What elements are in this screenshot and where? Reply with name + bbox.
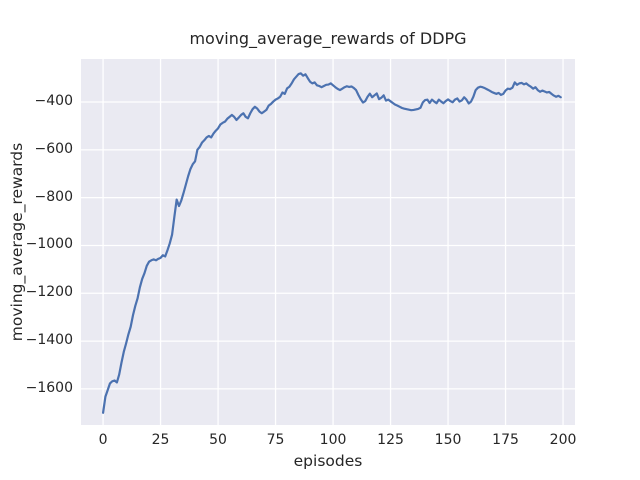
- series-line-moving_average_rewards: [101, 72, 562, 414]
- y-tick-label: −1400: [25, 332, 73, 349]
- y-tick-label: −800: [34, 188, 73, 205]
- x-tick-label: 200: [549, 432, 577, 448]
- y-tick-label: −400: [34, 93, 73, 110]
- y-tick-label: −1000: [25, 236, 73, 253]
- x-tick-label: 150: [434, 432, 462, 448]
- x-tick-label: 75: [266, 432, 285, 448]
- x-tick-label: 50: [209, 432, 227, 448]
- reward-line-chart: [81, 59, 575, 425]
- x-tick-label: 0: [98, 432, 108, 448]
- x-tick-label: 175: [492, 432, 519, 448]
- y-tick-label: −1200: [25, 284, 73, 301]
- y-tick-label: −600: [34, 140, 73, 157]
- chart-title: moving_average_rewards of DDPG: [189, 29, 467, 48]
- x-tick-label: 100: [319, 432, 347, 448]
- x-axis-label: episodes: [293, 452, 363, 470]
- y-tick-label: −1600: [25, 379, 73, 396]
- x-tick-label: 125: [377, 432, 404, 448]
- x-tick-label: 25: [151, 432, 170, 448]
- plot-area: [81, 59, 575, 425]
